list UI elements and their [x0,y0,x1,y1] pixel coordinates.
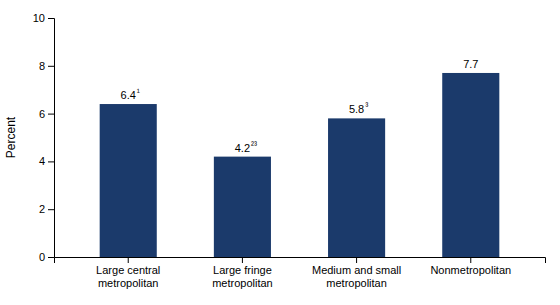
data-label: 5.8 [349,103,364,115]
x-tick-mark [356,257,357,263]
bar [328,118,385,257]
y-tick-mark [48,18,54,19]
bars [100,73,500,257]
y-tick-label: 8 [39,60,45,72]
y-tick: 2 [39,203,54,215]
x-tick: Nonmetropolitan [430,257,511,276]
annotation: ²³ [251,140,257,150]
y-tick: 0 [39,251,54,263]
annotation: ¹ [137,87,140,97]
data-label: 6.4 [121,89,136,101]
y-tick-label: 10 [33,12,45,24]
bar [214,157,271,257]
data-label: 4.2 [235,142,250,154]
data-labels: 6.4¹ 4.2²³ 5.8³ 7.7 [121,58,479,154]
x-tick-mark [470,257,471,263]
y-tick-mark [48,114,54,115]
bar [100,104,157,257]
x-axis-line [55,258,546,264]
x-tick-label: Medium and smallmetropolitan [312,264,401,289]
y-tick-mark [48,66,54,67]
x-tick: Medium and smallmetropolitan [312,257,401,289]
data-label: 7.7 [463,58,478,70]
y-tick-label: 2 [39,203,45,215]
y-tick: 4 [39,155,54,167]
y-axis: 0 2 4 6 8 10 [33,12,55,263]
y-tick-label: 6 [39,108,45,120]
x-tick-mark [128,257,129,263]
y-tick-label: 4 [39,155,45,167]
y-tick: 10 [33,12,54,24]
y-tick-mark [48,257,54,258]
x-tick-label: Large centralmetropolitan [96,264,160,289]
x-tick-label: Nonmetropolitan [430,264,511,276]
y-axis-line [48,19,55,258]
bar [442,73,499,257]
y-axis-title: Percent [4,116,18,158]
chart: 0 2 4 6 8 10 Large centralmetropolitan Large fr… [0,0,560,305]
y-tick-label: 0 [39,251,45,263]
x-tick: Large fringemetropolitan [212,257,273,289]
x-tick: Large centralmetropolitan [96,257,160,289]
x-tick-mark [242,257,243,263]
annotation: ³ [365,101,368,111]
x-tick-label: Large fringemetropolitan [212,264,273,289]
y-tick-mark [48,209,54,210]
y-tick: 8 [39,60,54,72]
y-tick: 6 [39,108,54,120]
y-tick-mark [48,161,54,162]
x-axis: Large centralmetropolitan Large fringemet… [55,257,546,289]
